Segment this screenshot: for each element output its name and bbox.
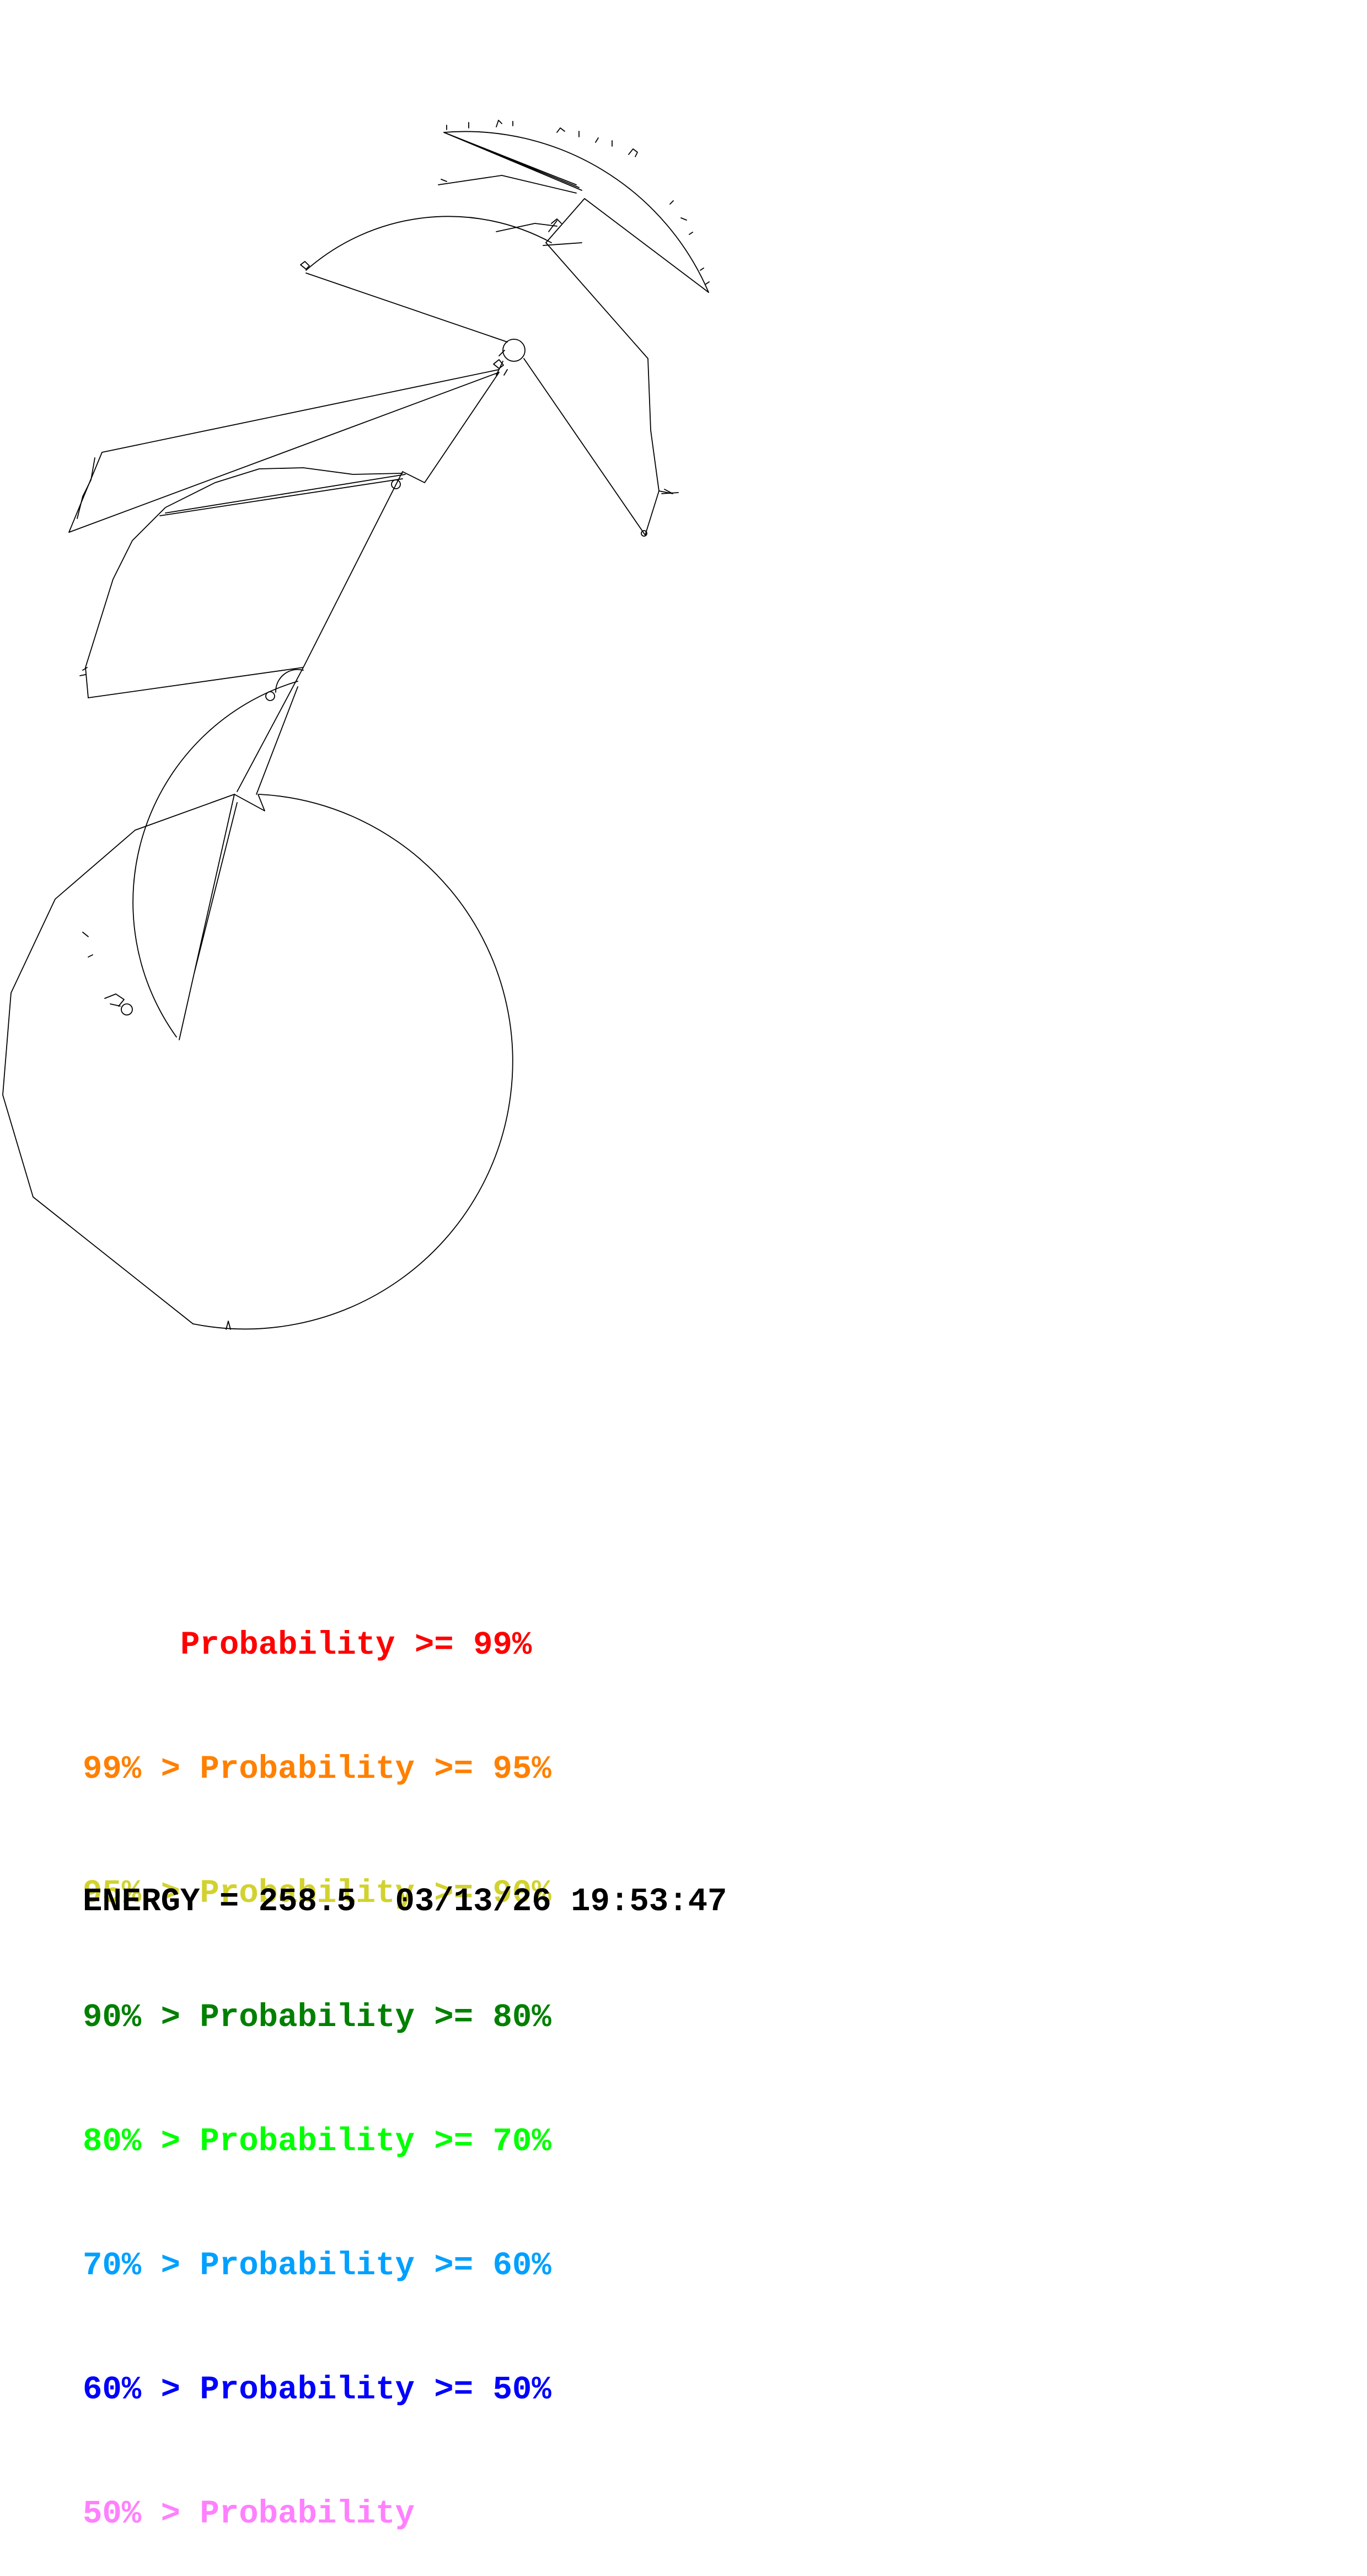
- structure-path: [234, 794, 265, 811]
- legend-entry-99: Probability >= 99%: [83, 1627, 532, 1664]
- structure-path: [545, 198, 709, 293]
- loop-circle: [121, 1003, 133, 1016]
- hairpin: [79, 667, 88, 676]
- structure-path: [192, 794, 513, 1330]
- timestamp: 03/13/26 19:53:47: [395, 1883, 727, 1920]
- structure-path: [443, 131, 709, 293]
- structure-path: [443, 132, 582, 191]
- structure-path: [237, 667, 304, 795]
- structure-path: [275, 669, 304, 693]
- hairpin: [493, 350, 508, 376]
- hairpin: [700, 268, 710, 285]
- loop-circle: [641, 530, 647, 537]
- rna-structure-diagram: [2, 120, 710, 1330]
- hairpin: [628, 148, 638, 157]
- structure-path: [68, 369, 500, 533]
- hairpin: [556, 127, 613, 147]
- structure-path: [523, 242, 660, 536]
- hairpin: [441, 179, 562, 224]
- structure-path: [305, 272, 508, 376]
- structure-path: [543, 242, 582, 246]
- legend-entry-80: 90% > Probability >= 80%: [83, 1999, 551, 2036]
- legend-entry-60: 70% > Probability >= 60%: [83, 2247, 551, 2284]
- structure-path: [88, 372, 500, 698]
- loop-circle: [391, 479, 401, 489]
- hairpin: [446, 120, 513, 130]
- hairpin: [300, 261, 310, 270]
- legend-entry-90: 95% > Probability >= 90%: [83, 1875, 551, 1912]
- structure-path: [85, 467, 403, 698]
- energy-footer: ENERGY = 258.5 03/13/26 19:53:47: [83, 1881, 727, 1922]
- structure-path: [2, 794, 235, 1324]
- loop-circle: [502, 339, 526, 362]
- structure-path: [179, 794, 238, 1040]
- structure-path: [77, 457, 95, 519]
- legend-entry-below-50: 50% > Probability: [83, 2495, 415, 2532]
- legend-entry-70: 80% > Probability >= 70%: [83, 2123, 551, 2160]
- structure-path: [305, 216, 552, 271]
- legend-entry-50: 60% > Probability >= 50%: [83, 2371, 551, 2408]
- hairpin: [104, 993, 125, 1007]
- loop-circle: [265, 691, 275, 701]
- structure-path: [496, 220, 557, 232]
- hairpin: [658, 489, 679, 494]
- hairpin: [226, 1321, 231, 1330]
- energy-value: ENERGY = 258.5: [83, 1883, 356, 1920]
- hairpin: [669, 200, 693, 235]
- structure-path: [159, 474, 406, 516]
- structure-path: [438, 175, 577, 194]
- structure-path: [132, 681, 298, 1038]
- probability-legend: Probability >= 99% 99% > Probability >= …: [83, 1542, 551, 2576]
- legend-entry-95: 99% > Probability >= 95%: [83, 1751, 551, 1788]
- hairpin: [82, 932, 93, 958]
